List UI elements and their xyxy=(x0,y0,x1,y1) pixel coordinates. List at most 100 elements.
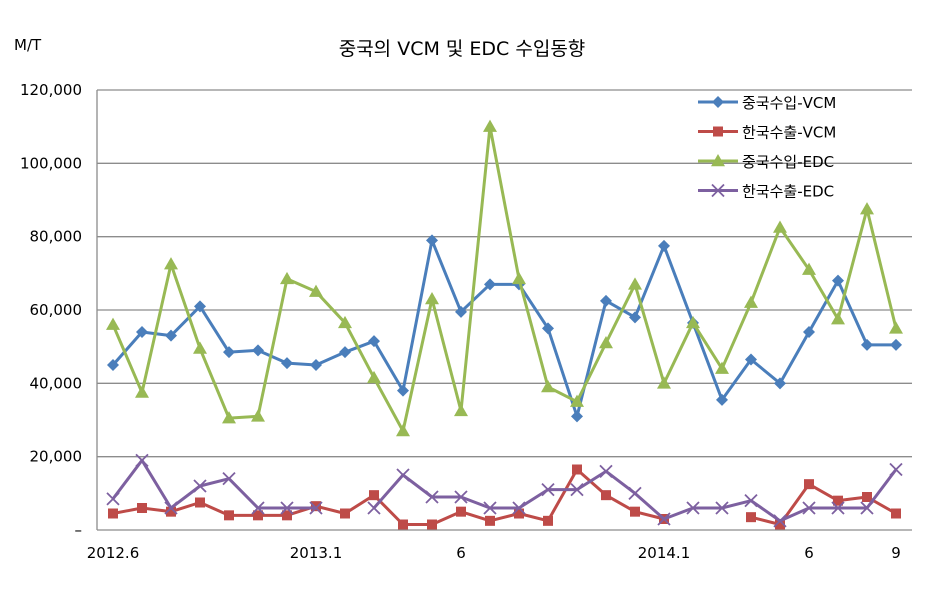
data-point xyxy=(744,295,758,308)
data-point xyxy=(369,490,379,501)
x-tick-label: 6 xyxy=(456,544,466,562)
y-tick-label: 20,000 xyxy=(30,448,83,466)
data-point xyxy=(454,490,468,504)
data-point xyxy=(396,468,410,482)
data-point xyxy=(600,294,612,307)
series-1 xyxy=(107,234,902,423)
data-point xyxy=(773,514,787,528)
y-tick-label: 120,000 xyxy=(20,81,82,99)
data-point xyxy=(222,472,236,486)
data-point xyxy=(425,490,439,504)
data-point xyxy=(309,284,323,297)
legend-item: 한국수출-VCM xyxy=(698,124,836,142)
legend-item: 중국수입-VCM xyxy=(698,94,836,112)
data-point xyxy=(889,321,903,334)
data-point xyxy=(746,512,756,523)
data-point xyxy=(194,300,206,313)
data-point xyxy=(658,239,670,252)
data-point xyxy=(193,479,207,493)
data-point xyxy=(164,501,178,515)
grid xyxy=(97,89,912,458)
data-point xyxy=(251,409,265,422)
series-2 xyxy=(108,464,901,530)
x-tick-label: 9 xyxy=(891,544,901,562)
data-point xyxy=(541,483,555,497)
legend-label: 중국수입-VCM xyxy=(742,94,836,112)
data-point xyxy=(280,501,294,515)
data-point xyxy=(804,479,814,490)
y-tick-label: 60,000 xyxy=(30,301,83,319)
data-point xyxy=(571,410,583,423)
data-point xyxy=(107,359,119,371)
data-point xyxy=(601,490,611,501)
data-point xyxy=(106,492,120,506)
data-point xyxy=(803,326,815,338)
y-tick-label: – xyxy=(75,521,83,539)
data-point xyxy=(860,202,874,215)
data-point xyxy=(802,262,816,275)
data-point xyxy=(860,501,874,515)
data-point xyxy=(195,497,205,508)
data-point xyxy=(368,335,380,348)
series-4 xyxy=(106,453,903,528)
x-tick-label: 2014.1 xyxy=(638,544,691,562)
data-point xyxy=(630,506,640,517)
data-point xyxy=(599,336,613,349)
data-point xyxy=(253,510,263,521)
data-point xyxy=(715,361,729,374)
data-point xyxy=(455,305,467,318)
data-point xyxy=(454,403,468,417)
data-point xyxy=(367,370,381,384)
data-point xyxy=(426,234,438,247)
legend-label: 한국수출-VCM xyxy=(742,124,836,142)
legend-marker xyxy=(713,126,723,137)
data-point xyxy=(832,274,844,287)
data-point xyxy=(165,329,177,342)
data-point xyxy=(599,464,613,478)
data-point xyxy=(889,462,903,477)
data-point xyxy=(541,380,555,393)
data-point xyxy=(427,519,437,530)
data-point xyxy=(135,453,149,467)
data-point xyxy=(485,515,495,526)
series-line xyxy=(111,238,896,418)
series-line xyxy=(111,458,316,510)
data-point xyxy=(774,377,786,390)
data-point xyxy=(686,501,700,515)
data-point xyxy=(397,384,409,397)
data-point xyxy=(135,385,149,398)
data-point xyxy=(775,519,785,530)
data-point xyxy=(224,510,234,521)
data-point xyxy=(164,257,178,270)
data-point xyxy=(572,464,582,475)
data-point xyxy=(657,512,671,526)
data-point xyxy=(628,277,642,290)
axes xyxy=(96,90,912,531)
data-point xyxy=(890,338,902,351)
legend-marker xyxy=(711,154,725,167)
data-point xyxy=(280,271,294,285)
data-point xyxy=(744,494,758,508)
data-point xyxy=(281,357,293,370)
data-point xyxy=(425,292,439,305)
y-tick-label: 100,000 xyxy=(20,154,82,172)
x-tick-label: 2013.1 xyxy=(290,544,343,562)
data-point xyxy=(484,278,496,291)
data-point xyxy=(456,506,466,517)
data-point xyxy=(831,501,845,515)
series-line xyxy=(112,468,665,526)
data-point xyxy=(833,495,843,506)
series-line xyxy=(111,125,898,433)
data-point xyxy=(338,315,352,329)
data-point xyxy=(542,322,554,335)
data-point xyxy=(628,486,642,500)
data-point xyxy=(716,393,728,406)
chart-title: 중국의 VCM 및 EDC 수입동향 xyxy=(339,38,586,60)
y-tick-label: 80,000 xyxy=(30,228,83,246)
data-point xyxy=(831,312,845,325)
data-point xyxy=(802,501,816,515)
data-point xyxy=(862,492,872,502)
data-point xyxy=(543,515,553,526)
data-point xyxy=(512,271,526,285)
